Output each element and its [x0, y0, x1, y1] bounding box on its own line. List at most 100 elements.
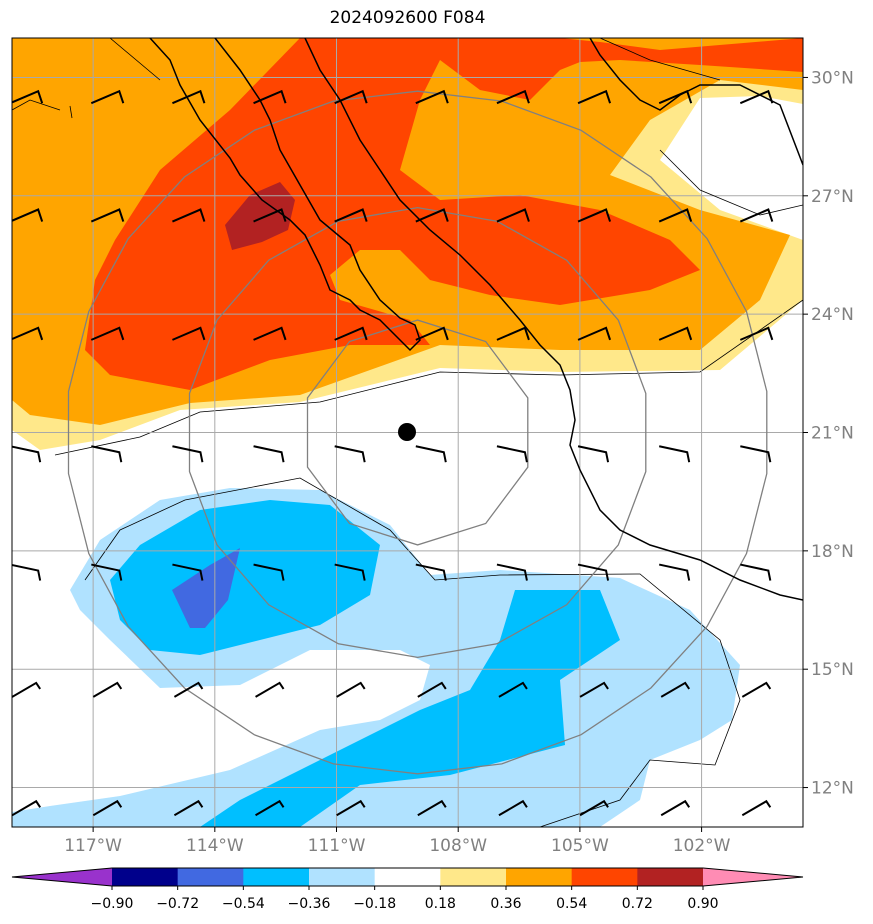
wind-barb: [577, 89, 612, 105]
lon-tick-label: 111°W: [308, 836, 366, 856]
wind-barb: [496, 563, 528, 581]
contour-fill-neg-0.54: [172, 548, 240, 628]
wind-barb: [12, 326, 44, 341]
lat-tick-label: 15°N: [811, 660, 854, 680]
wind-barb: [253, 445, 285, 463]
wind-barb: [417, 681, 447, 698]
wind-barb: [90, 89, 125, 105]
range-ring: [188, 206, 647, 659]
colorbar-tick-label: 0.54: [556, 896, 587, 912]
wind-barb: [415, 326, 449, 341]
wind-barbs: [12, 89, 774, 817]
wind-barb: [579, 799, 609, 817]
zero-contour-south: [84, 477, 741, 827]
wind-barb: [577, 326, 612, 341]
colorbar-segment: [571, 868, 638, 886]
wind-barb: [172, 89, 206, 105]
wind-barb: [336, 681, 366, 698]
wind-barb: [740, 563, 772, 581]
wind-barb: [92, 681, 123, 698]
lon-tick-label: 102°W: [673, 836, 731, 856]
wind-barb: [496, 445, 528, 463]
colorbar-tick-label: 0.18: [425, 896, 456, 912]
wind-barb: [741, 681, 772, 698]
wind-barb: [12, 445, 42, 463]
wind-barb: [255, 799, 285, 817]
contour-fill-0.72: [225, 182, 295, 250]
colorbar-max-extension: [703, 868, 803, 886]
colorbar-tick-label: −0.72: [156, 896, 199, 912]
wind-barb: [173, 799, 204, 817]
wind-barb: [12, 681, 42, 698]
wind-barb: [740, 445, 772, 463]
wind-barb: [496, 89, 530, 105]
wind-barb: [739, 208, 774, 223]
colorbar-tick-label: 0.36: [490, 896, 521, 912]
colorbar-segment: [309, 868, 376, 886]
wind-barb: [739, 89, 774, 105]
wind-barb: [172, 208, 206, 223]
wind-barb: [658, 89, 693, 105]
wind-barb: [253, 208, 287, 223]
wind-barb: [90, 326, 125, 341]
wind-barb: [496, 326, 530, 341]
wind-barb: [577, 208, 612, 223]
colorbar-min-extension: [12, 868, 112, 886]
lat-tick-label: 30°N: [811, 68, 854, 88]
wind-barb: [172, 445, 204, 463]
lon-tick-label: 114°W: [186, 836, 244, 856]
range-ring: [67, 90, 768, 775]
colorbar-segment: [112, 868, 179, 886]
wind-barb: [334, 89, 368, 105]
wind-barb: [415, 89, 449, 105]
wind-barb: [658, 208, 693, 223]
wind-barb: [498, 799, 528, 817]
wind-barb: [415, 563, 447, 581]
coastline-minor: [12, 38, 803, 216]
wind-barb: [334, 445, 366, 463]
wind-barb: [91, 445, 123, 463]
wind-barb: [741, 799, 772, 817]
wind-barb: [498, 681, 528, 698]
wind-barb: [415, 445, 447, 463]
storm-center-marker: [398, 423, 416, 441]
wind-barb: [415, 208, 449, 223]
wind-barb: [660, 799, 691, 817]
colorbar-segment: [440, 868, 507, 886]
wind-barb: [660, 681, 691, 698]
wind-barb: [739, 326, 774, 341]
wind-barb: [253, 89, 287, 105]
colorbar-tick-label: 0.72: [622, 896, 653, 912]
range-ring: [306, 319, 529, 546]
colorbar-tick-label: 0.90: [687, 896, 718, 912]
wind-barb: [253, 326, 287, 341]
colorbar-labels: −0.90 −0.72 −0.54 −0.36 −0.18 0.18 0.36 0.54 0.7…: [91, 886, 719, 912]
wind-barb: [172, 326, 206, 341]
lon-tick-label: 108°W: [429, 836, 487, 856]
wind-barb: [12, 89, 44, 104]
wind-barb: [173, 681, 204, 698]
wind-barb: [255, 681, 285, 698]
wind-barb: [334, 326, 368, 341]
wind-barb: [12, 799, 42, 817]
colorbar-tick-label: −0.54: [222, 896, 265, 912]
wind-barb: [658, 326, 693, 341]
lon-tick-label: 117°W: [64, 836, 122, 856]
wind-barb: [658, 445, 691, 463]
wind-barb: [658, 563, 691, 581]
colorbar-segment: [506, 868, 573, 886]
colorbar-segment: [374, 868, 441, 886]
wind-barb: [577, 563, 610, 581]
wind-barb: [253, 563, 285, 581]
contour-fill-neg-0.36: [110, 500, 620, 827]
wind-barb: [336, 799, 366, 817]
latitude-labels: 30°N 27°N 24°N 21°N 18°N 15°N 12°N: [803, 68, 854, 799]
wind-barb: [579, 681, 609, 698]
wind-barb: [417, 799, 447, 817]
longitude-labels: 117°W 114°W 111°W 108°W 105°W 102°W: [64, 827, 731, 856]
lat-tick-label: 18°N: [811, 542, 854, 562]
colorbar-tick-label: −0.18: [353, 896, 396, 912]
wind-barb: [496, 208, 530, 223]
colorbar-segment: [177, 868, 244, 886]
